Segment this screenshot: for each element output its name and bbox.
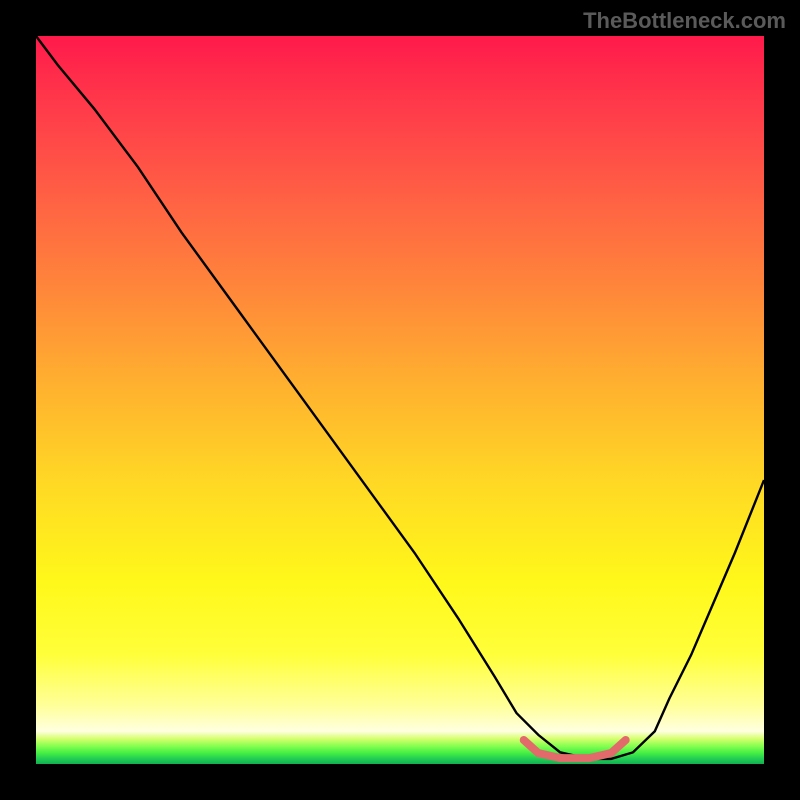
trough-highlight bbox=[524, 740, 626, 758]
bottleneck-curve bbox=[36, 36, 764, 759]
chart-container: TheBottleneck.com bbox=[0, 0, 800, 800]
plot-area bbox=[36, 36, 764, 764]
watermark-text: TheBottleneck.com bbox=[583, 8, 786, 34]
curve-layer bbox=[36, 36, 764, 764]
